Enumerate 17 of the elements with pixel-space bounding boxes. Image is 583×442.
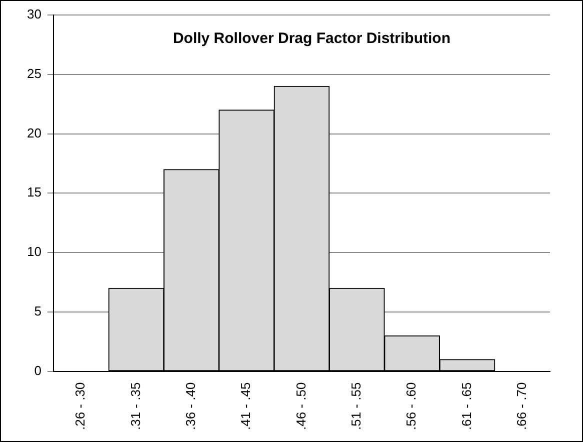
- x-tick-label: .31 - .35: [128, 382, 143, 430]
- x-tick-label: .51 - .55: [348, 382, 364, 430]
- y-tick-label: 30: [26, 6, 42, 22]
- y-tick-label: 20: [26, 125, 42, 140]
- x-tick-label: .41 - .45: [238, 382, 254, 430]
- x-tick-label: .56 - .60: [404, 382, 419, 430]
- y-tick-label: 25: [26, 66, 42, 81]
- y-tick-label: 5: [34, 304, 42, 318]
- text: Dolly Rollover Drag Factor Distribution: [172, 30, 450, 48]
- y-tick-label: 0: [34, 362, 42, 378]
- y-tick-label: 15: [26, 184, 42, 200]
- x-tick-label: .36 - .40: [182, 382, 198, 430]
- x-tick-label: .66 - .70: [514, 382, 529, 430]
- y-tick-label: 10: [26, 244, 42, 260]
- x-tick-label: .61 - .65: [458, 382, 474, 430]
- x-tick-label: .46 - .50: [293, 382, 308, 430]
- x-tick-label: .26 - .30: [72, 382, 88, 430]
